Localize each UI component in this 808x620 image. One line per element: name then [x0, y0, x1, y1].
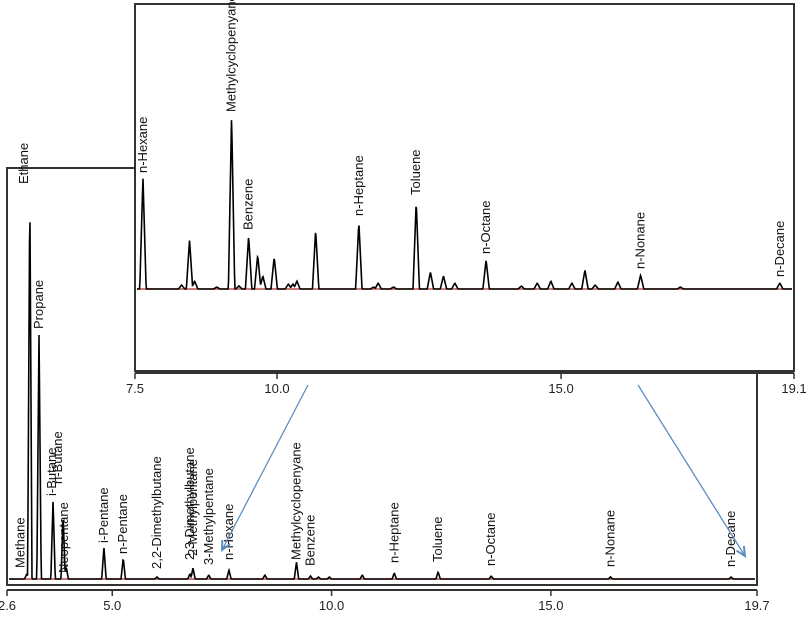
peak-label: Benzene — [241, 179, 256, 230]
x-tick-label: 10.0 — [264, 381, 289, 396]
x-tick-label: 15.0 — [538, 598, 563, 613]
peak-label: Methylcyclopenyane — [289, 442, 304, 560]
zoom-arrows — [220, 384, 747, 558]
zoom-arrow-right — [637, 384, 746, 557]
arrowhead-icon — [220, 539, 231, 553]
peak-label: Neopentane — [56, 502, 71, 573]
x-tick-label: 7.5 — [126, 381, 144, 396]
zoom-arrow-left — [221, 384, 309, 551]
peak-label: n-Hexane — [135, 117, 150, 173]
x-tick-label: 2.6 — [0, 598, 16, 613]
peak-label: n-Nonane — [603, 510, 618, 567]
peak-label: Methylcyclopenyane — [224, 0, 239, 112]
x-tick-label: 10.0 — [319, 598, 344, 613]
peak-label: i-Pentane — [96, 487, 111, 543]
inset-frame — [134, 3, 795, 372]
x-tick-label: 19.7 — [744, 598, 769, 613]
peak-label: Toluene — [408, 149, 423, 195]
peak-label: n-Pentane — [115, 494, 130, 554]
peak-label: 2,2-Dimethylbutane — [149, 456, 164, 569]
x-tick-label: 15.0 — [548, 381, 573, 396]
peak-label: 3-Methylpentane — [201, 468, 216, 565]
peak-label: Ethane — [16, 143, 31, 184]
arrowhead-icon — [736, 545, 747, 558]
peak-label: n-Octane — [478, 201, 493, 254]
inset-chromatogram: n-Hexane Methylcyclopenyane Benzene n-Hepta… — [126, 0, 807, 396]
peak-label: Propane — [31, 280, 46, 329]
peak-label: Methane — [13, 517, 28, 568]
x-tick-label: 19.1 — [781, 381, 806, 396]
peak-label: Toluene — [430, 516, 445, 562]
main-trace — [9, 222, 755, 580]
peak-label: i-Butane — [44, 448, 59, 496]
peak-label: n-Heptane — [351, 155, 366, 216]
peak-label: 2-Methylpentane — [185, 459, 200, 556]
peak-label: n-Decane — [772, 221, 787, 277]
x-tick-label: 5.0 — [103, 598, 121, 613]
peak-label: n-Nonane — [633, 212, 648, 269]
peak-label: n-Heptane — [386, 502, 401, 563]
peak-label: n-Butane — [50, 431, 65, 484]
peak-label: n-Decane — [723, 511, 738, 567]
peak-label: n-Octane — [483, 513, 498, 566]
inset-trace — [137, 120, 792, 290]
peak-label: n-Hexane — [221, 504, 236, 560]
peak-label: 2,3-Dimethylbutane — [182, 447, 197, 560]
peak-label: Benzene — [303, 515, 318, 566]
